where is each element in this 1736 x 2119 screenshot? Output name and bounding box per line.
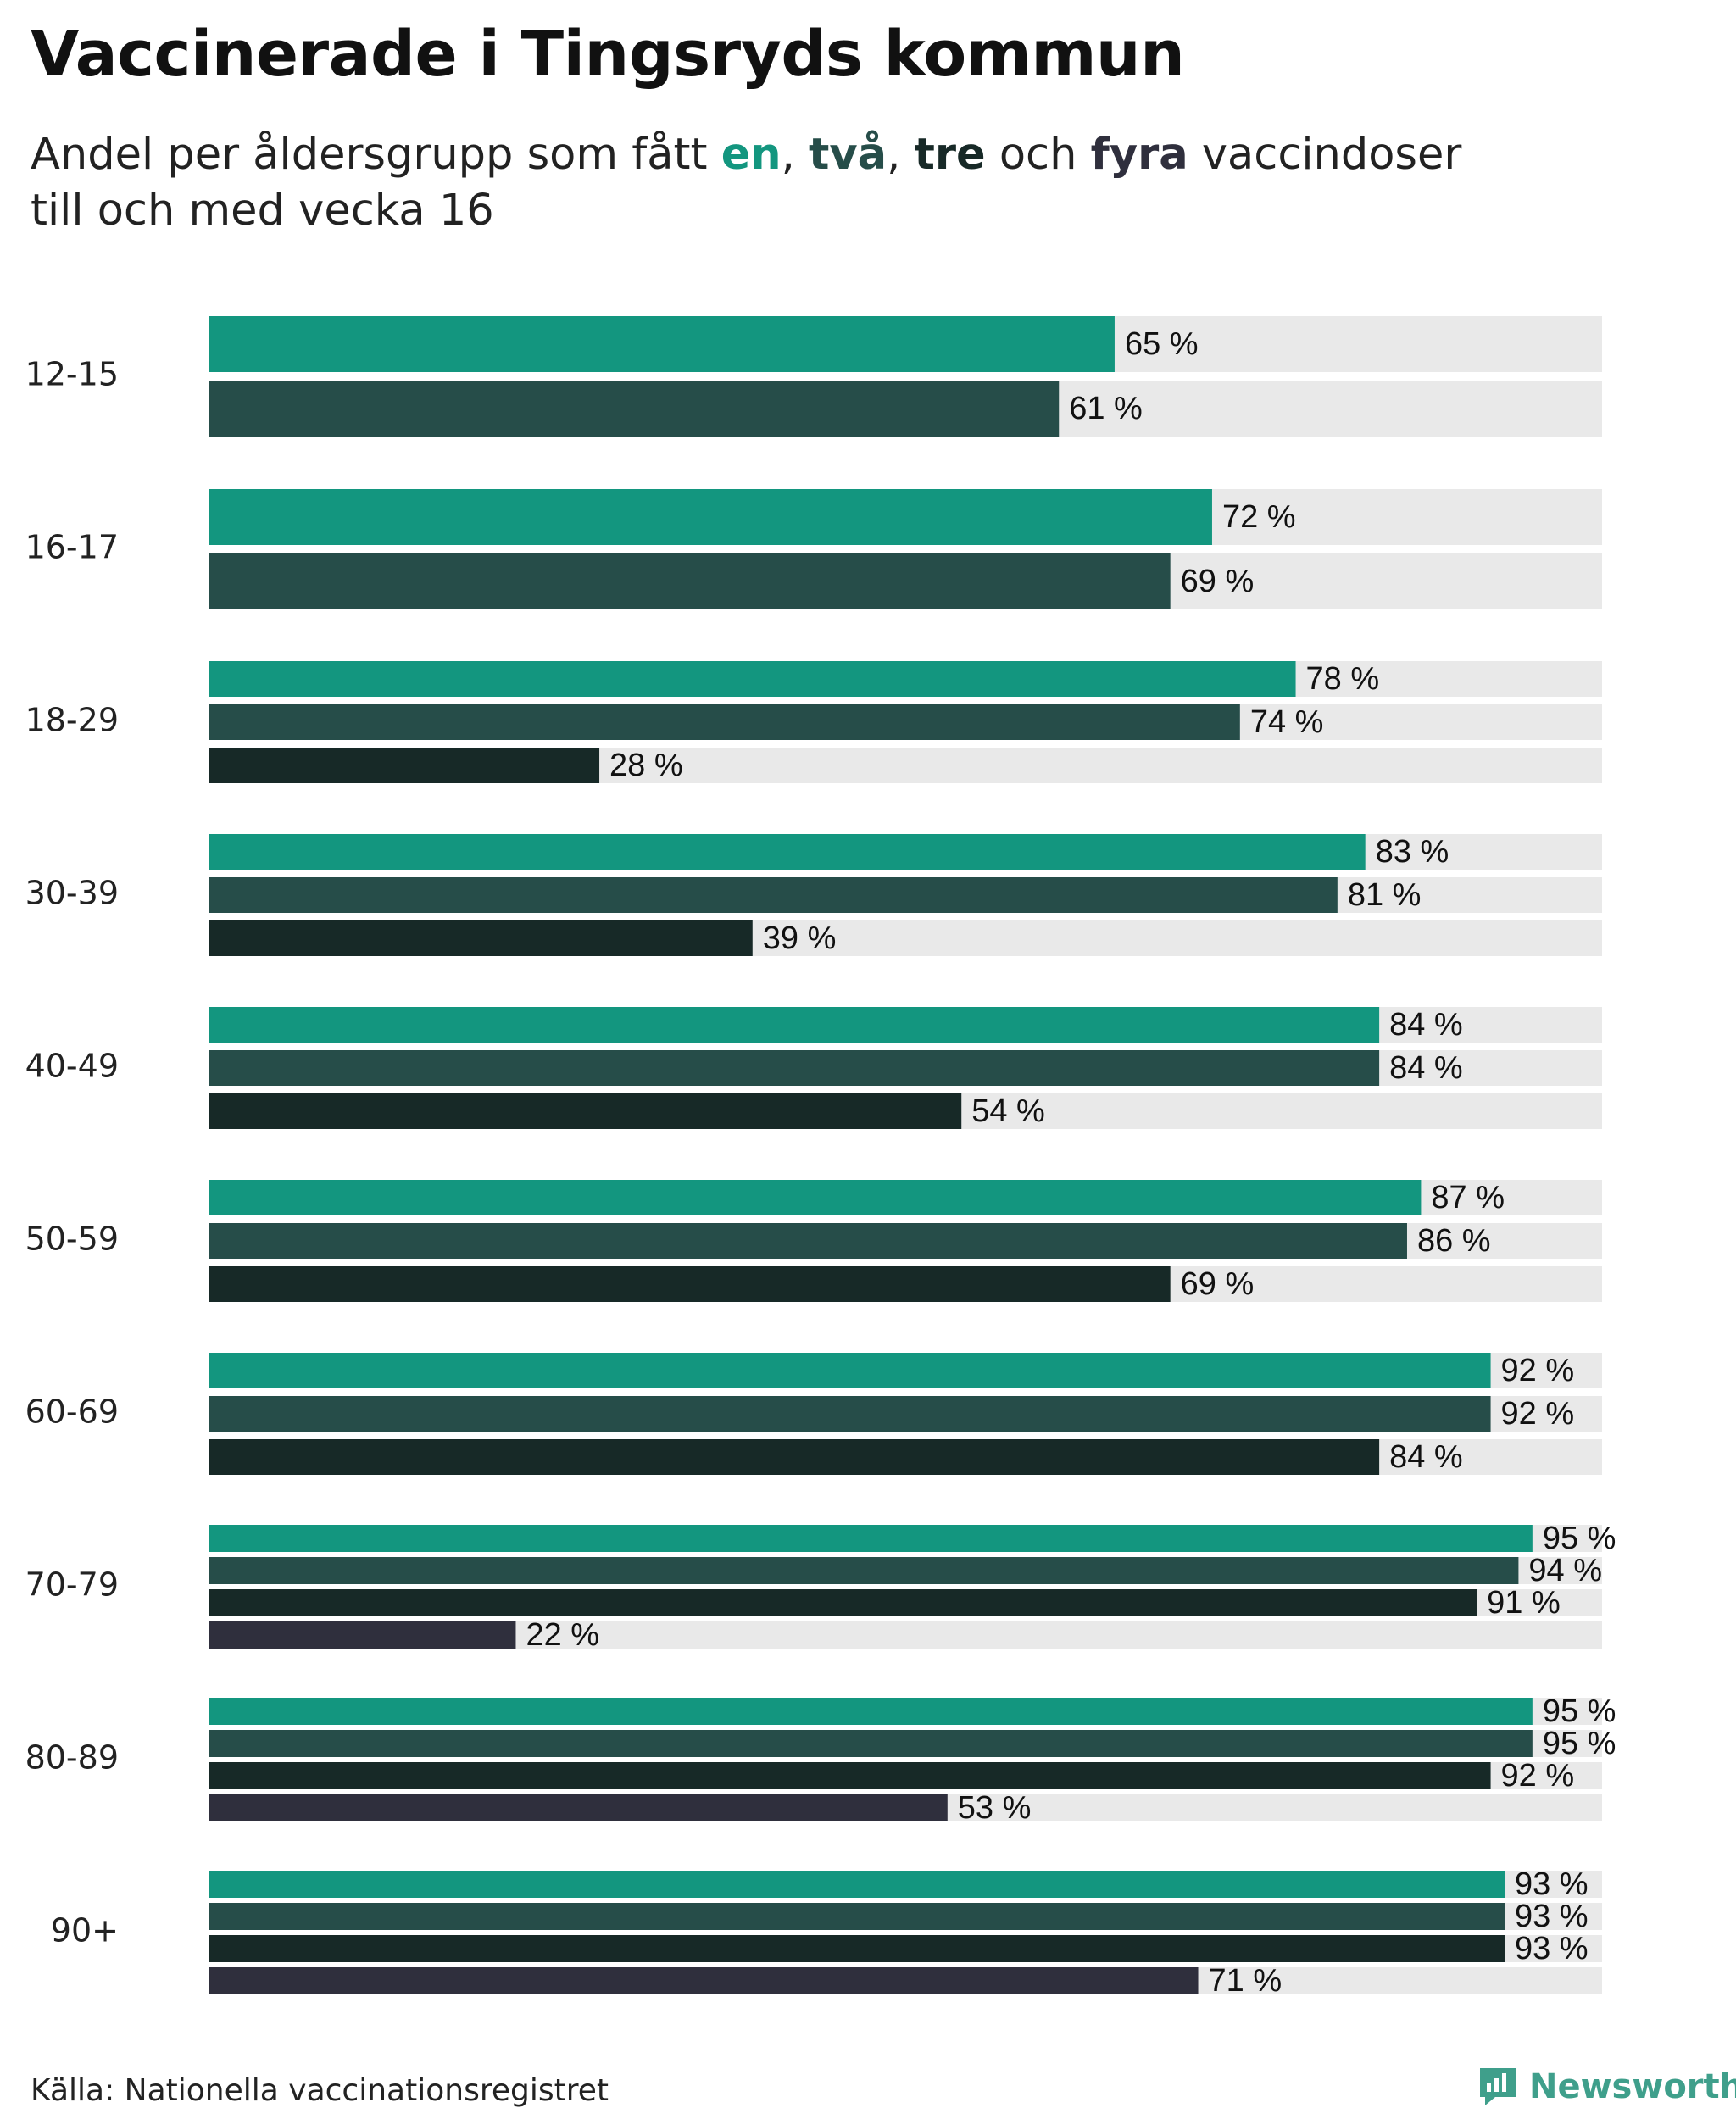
bar-en-80-89	[209, 1698, 1533, 1725]
newsworthy-logo-icon	[1480, 2068, 1516, 2105]
bar-en-40-49	[209, 1007, 1380, 1043]
data-label-två-50-59: 86 %	[1417, 1223, 1491, 1259]
data-label-en-30-39: 83 %	[1376, 834, 1449, 870]
logo-text: Newsworthy	[1529, 2067, 1736, 2106]
data-label-fyra-80-89: 53 %	[958, 1790, 1032, 1826]
data-label-två-90+: 93 %	[1515, 1899, 1589, 1934]
category-label-16-17: 16-17	[25, 529, 119, 566]
data-label-en-90+: 93 %	[1515, 1866, 1589, 1902]
data-label-två-40-49: 84 %	[1389, 1050, 1463, 1086]
category-label-40-49: 40-49	[25, 1048, 119, 1085]
data-label-tre-30-39: 39 %	[763, 920, 837, 956]
bar-tre-80-89	[209, 1762, 1491, 1789]
data-label-två-12-15: 61 %	[1069, 391, 1143, 426]
chart-subtitle: Andel per åldersgrupp som fått en, två, …	[31, 127, 1641, 239]
bar-fyra-70-79	[209, 1621, 516, 1649]
data-label-tre-70-79: 91 %	[1487, 1585, 1561, 1621]
bar-en-18-29	[209, 661, 1296, 697]
data-label-tre-60-69: 84 %	[1389, 1439, 1463, 1475]
subtitle-sep1: ,	[781, 130, 810, 180]
bar-två-80-89	[209, 1730, 1533, 1757]
bar-fyra-90+	[209, 1967, 1199, 1994]
bar-en-70-79	[209, 1525, 1533, 1552]
category-label-50-59: 50-59	[25, 1221, 119, 1258]
subtitle-suffix: vaccindoser	[1188, 130, 1462, 180]
bar-två-60-69	[209, 1396, 1491, 1432]
bar-en-50-59	[209, 1180, 1422, 1215]
data-label-fyra-70-79: 22 %	[526, 1617, 599, 1653]
bar-fyra-80-89	[209, 1794, 948, 1821]
data-label-två-60-69: 92 %	[1501, 1396, 1575, 1432]
data-label-två-16-17: 69 %	[1181, 564, 1255, 599]
bar-en-30-39	[209, 834, 1366, 870]
data-label-en-80-89: 95 %	[1543, 1694, 1616, 1729]
bar-tre-50-59	[209, 1266, 1171, 1302]
bar-två-16-17	[209, 553, 1171, 609]
data-label-tre-50-59: 69 %	[1181, 1266, 1255, 1302]
data-label-två-18-29: 74 %	[1250, 704, 1324, 740]
bar-två-30-39	[209, 877, 1338, 913]
subtitle-dose1: en	[721, 130, 782, 180]
chart-title: Vaccinerade i Tingsryds kommun	[31, 18, 1185, 91]
bar-två-18-29	[209, 704, 1240, 740]
data-label-två-80-89: 95 %	[1543, 1726, 1616, 1761]
bar-tre-40-49	[209, 1093, 962, 1129]
category-label-18-29: 18-29	[25, 702, 119, 739]
category-label-30-39: 30-39	[25, 875, 119, 912]
bar-en-16-17	[209, 489, 1212, 545]
subtitle-mid: och	[985, 130, 1091, 180]
data-label-två-70-79: 94 %	[1528, 1553, 1602, 1588]
bar-en-60-69	[209, 1353, 1491, 1388]
data-label-en-70-79: 95 %	[1543, 1521, 1616, 1556]
data-label-en-18-29: 78 %	[1306, 661, 1380, 697]
data-label-tre-80-89: 92 %	[1501, 1758, 1575, 1794]
bar-tre-30-39	[209, 920, 753, 956]
bar-tre-60-69	[209, 1439, 1380, 1475]
category-label-12-15: 12-15	[25, 356, 119, 393]
subtitle-sep2: ,	[887, 130, 915, 180]
data-label-tre-90+: 93 %	[1515, 1931, 1589, 1966]
data-label-två-30-39: 81 %	[1348, 877, 1422, 913]
bar-två-12-15	[209, 381, 1060, 437]
bar-chart: 12-15 65 % 61 % 16-17 72 % 69 % 18-29 78 % 74 % 2…	[25, 316, 1616, 1999]
subtitle-prefix: Andel per åldersgrupp som fått	[31, 130, 721, 180]
subtitle-line2: till och med vecka 16	[31, 186, 494, 236]
data-label-tre-40-49: 54 %	[971, 1093, 1045, 1129]
data-label-en-50-59: 87 %	[1431, 1180, 1505, 1215]
data-label-en-12-15: 65 %	[1125, 326, 1199, 362]
category-label-70-79: 70-79	[25, 1566, 119, 1604]
subtitle-dose4: fyra	[1090, 130, 1188, 180]
category-label-60-69: 60-69	[25, 1393, 119, 1431]
bar-en-90+	[209, 1871, 1505, 1898]
subtitle-dose3: tre	[914, 130, 986, 180]
category-label-90+: 90+	[51, 1912, 119, 1949]
data-label-en-60-69: 92 %	[1501, 1353, 1575, 1388]
bar-två-40-49	[209, 1050, 1380, 1086]
bar-två-90+	[209, 1903, 1505, 1930]
newsworthy-logo: Newsworthy	[1477, 2065, 1736, 2109]
subtitle-dose2: två	[809, 130, 887, 180]
category-label-80-89: 80-89	[25, 1739, 119, 1777]
data-label-en-40-49: 84 %	[1389, 1007, 1463, 1043]
bar-tre-70-79	[209, 1589, 1477, 1616]
data-label-en-16-17: 72 %	[1222, 499, 1296, 535]
bar-tre-18-29	[209, 748, 600, 783]
bar-två-70-79	[209, 1557, 1519, 1584]
bar-tre-90+	[209, 1935, 1505, 1962]
bar-en-12-15	[209, 316, 1115, 372]
source-note: Källa: Nationella vaccinationsregistret	[31, 2073, 609, 2108]
data-label-tre-18-29: 28 %	[609, 748, 683, 783]
data-label-fyra-90+: 71 %	[1209, 1963, 1283, 1999]
bar-två-50-59	[209, 1223, 1407, 1259]
